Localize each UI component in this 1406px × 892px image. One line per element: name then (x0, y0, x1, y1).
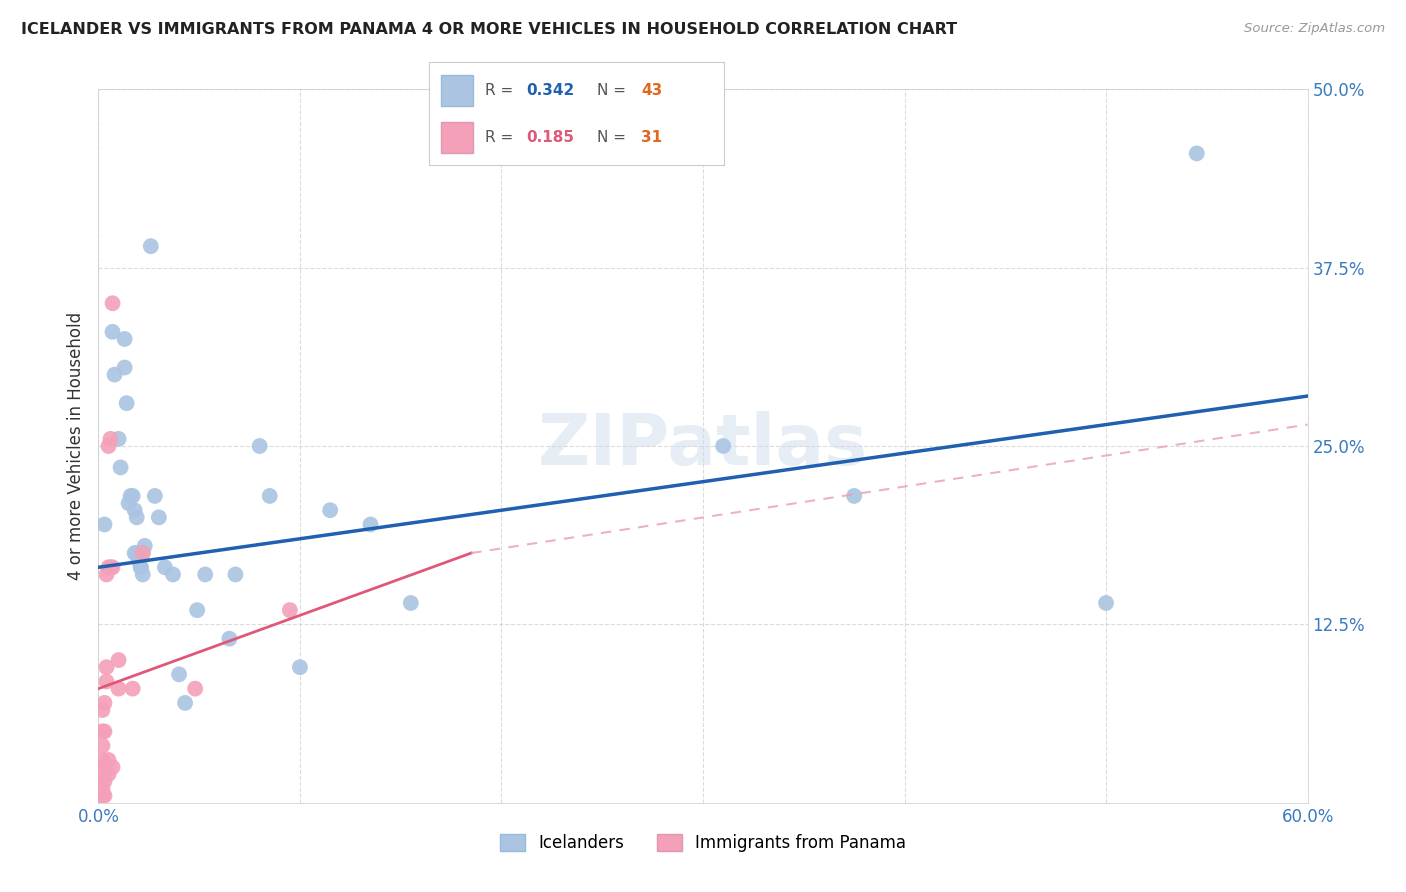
Point (91, 703, 114, 717)
Point (134, 539, 156, 553)
Point (120, 489, 142, 503)
Text: 0.342: 0.342 (526, 83, 575, 97)
Point (184, 681, 207, 696)
Point (101, 760, 124, 774)
Point (124, 546, 146, 560)
Bar (440, 122, 472, 153)
Point (100, 560, 122, 574)
Point (139, 239, 162, 253)
Point (114, 360, 136, 375)
Point (128, 553, 150, 567)
Bar (440, 75, 472, 105)
Point (218, 632, 240, 646)
Point (128, 553, 150, 567)
Point (91, 739, 114, 753)
Point (107, 653, 129, 667)
Point (93, 517, 115, 532)
Text: N =: N = (598, 83, 631, 97)
Point (103, 368, 125, 382)
Point (186, 603, 208, 617)
Point (96, 674, 118, 689)
Point (93, 724, 115, 739)
Point (1185, 146, 1208, 161)
Y-axis label: 4 or more Vehicles in Household: 4 or more Vehicles in Household (66, 312, 84, 580)
Point (153, 560, 176, 574)
Point (129, 560, 152, 574)
Point (114, 332, 136, 346)
Text: R =: R = (485, 83, 517, 97)
Point (224, 567, 246, 582)
Point (91, 753, 114, 767)
Point (125, 510, 148, 524)
Text: 31: 31 (641, 130, 662, 145)
Point (194, 567, 217, 582)
Point (97, 560, 120, 574)
Point (96, 567, 118, 582)
Text: R =: R = (485, 130, 517, 145)
Point (91, 789, 114, 803)
Point (124, 503, 146, 517)
Point (101, 560, 124, 574)
Point (360, 517, 382, 532)
Point (97, 753, 120, 767)
Point (91, 760, 114, 774)
Point (129, 560, 152, 574)
Point (107, 432, 129, 446)
Point (96, 660, 118, 674)
Legend: Icelanders, Immigrants from Panama: Icelanders, Immigrants from Panama (494, 827, 912, 859)
Point (93, 696, 115, 710)
Point (711, 439, 734, 453)
Point (143, 489, 166, 503)
Point (167, 667, 190, 681)
Point (97, 767, 120, 781)
Point (125, 546, 148, 560)
Point (174, 696, 197, 710)
Point (278, 603, 301, 617)
Point (319, 503, 342, 517)
Point (162, 567, 184, 582)
Text: ZIPatlas: ZIPatlas (538, 411, 868, 481)
Point (93, 774, 115, 789)
Point (259, 489, 281, 503)
Point (132, 546, 155, 560)
Point (107, 681, 129, 696)
Point (101, 296, 124, 310)
Point (118, 496, 141, 510)
Point (93, 789, 115, 803)
Point (93, 760, 115, 774)
Point (100, 432, 122, 446)
Point (91, 767, 114, 781)
Point (249, 439, 271, 453)
Text: ICELANDER VS IMMIGRANTS FROM PANAMA 4 OR MORE VEHICLES IN HOUSEHOLD CORRELATION : ICELANDER VS IMMIGRANTS FROM PANAMA 4 OR… (21, 22, 957, 37)
Point (91, 781, 114, 796)
Point (399, 596, 422, 610)
Point (121, 681, 143, 696)
Point (121, 489, 143, 503)
Point (91, 724, 114, 739)
Point (132, 546, 155, 560)
Text: Source: ZipAtlas.com: Source: ZipAtlas.com (1244, 22, 1385, 36)
Point (844, 489, 866, 503)
Point (132, 567, 155, 582)
Text: N =: N = (598, 130, 631, 145)
Point (148, 510, 170, 524)
Text: 0.185: 0.185 (526, 130, 574, 145)
Point (97, 439, 120, 453)
Point (288, 660, 311, 674)
Point (101, 325, 124, 339)
Point (110, 460, 132, 475)
Point (1095, 596, 1118, 610)
Point (115, 396, 138, 410)
Text: 43: 43 (641, 83, 662, 97)
